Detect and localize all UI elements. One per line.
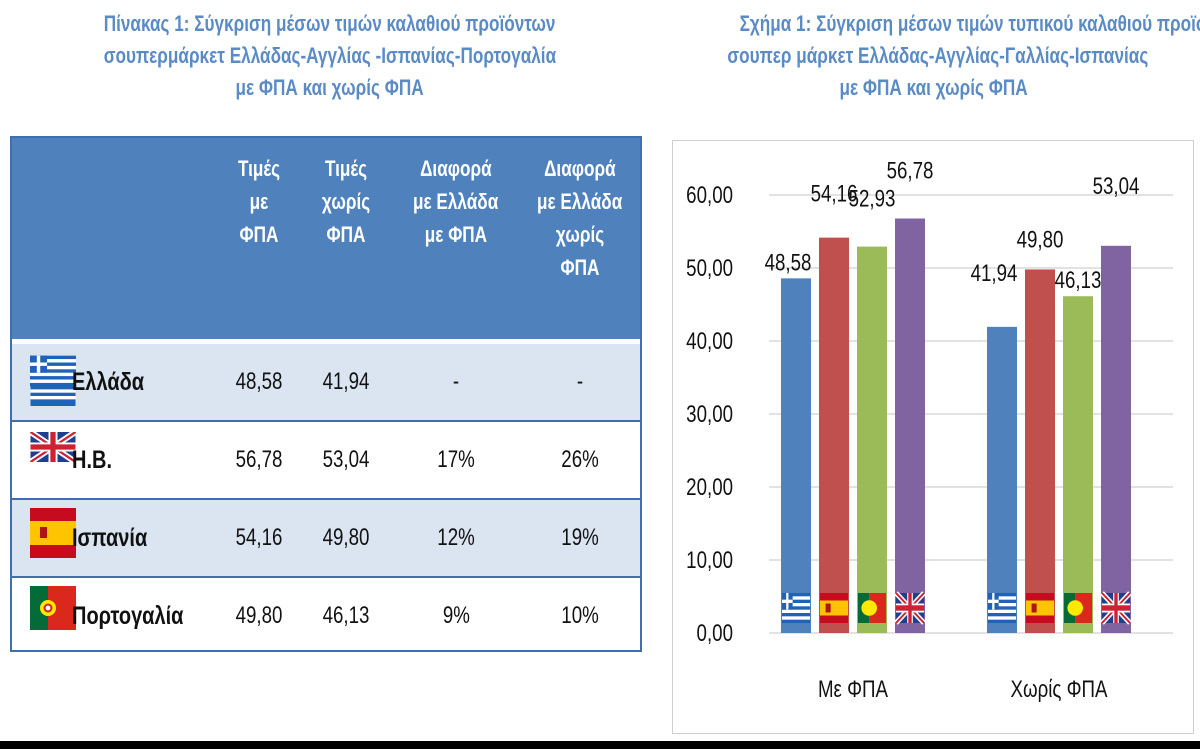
chart-title-line-1: Σχήμα 1: Σύγκριση μέσων τιμών τυπικού κα… <box>739 11 1200 36</box>
table-title-line-3: με ΦΠΑ και χωρίς ΦΠΑ <box>235 75 425 100</box>
country-name-spain: Ισπανία <box>72 524 148 552</box>
cell-greece-without-vat: 41,94 <box>322 368 370 395</box>
cell-spain-diff-without-vat: 19% <box>561 524 599 551</box>
cell-spain-diff-with-vat: 12% <box>437 524 475 551</box>
greece-flag-icon <box>782 593 810 623</box>
cell-greece-diff-without-vat: - <box>576 368 584 395</box>
header-price-without-vat: Τιμές χωρίς ΦΠΑ <box>321 156 371 247</box>
bar-portugal-1 <box>1063 296 1093 633</box>
y-tick-label: 0,00 <box>697 620 733 647</box>
y-tick-label: 30,00 <box>686 401 733 428</box>
spain-flag-icon <box>820 593 848 623</box>
y-tick-label: 50,00 <box>686 255 733 282</box>
cell-portugal-diff-without-vat: 10% <box>561 602 599 629</box>
uk-flag-icon <box>1100 591 1132 625</box>
chart-title: Σχήμα 1: Σύγκριση μέσων τιμών τυπικού κα… <box>668 8 1200 104</box>
cell-spain-with-vat: 54,16 <box>235 524 283 551</box>
portugal-flag-icon <box>1064 593 1092 623</box>
greece-flag-icon <box>988 593 1016 623</box>
cell-portugal-diff-with-vat: 9% <box>442 602 470 629</box>
bar-chart: 0,00 10,00 20,00 30,00 40,00 50,00 60,00 48,58 5… <box>686 157 1173 703</box>
cell-uk-without-vat: 53,04 <box>322 446 370 473</box>
country-name-greece: Ελλάδα <box>72 368 145 396</box>
bar-portugal-0 <box>857 246 887 633</box>
portugal-flag-icon <box>858 593 886 623</box>
bottom-border <box>0 741 1200 749</box>
cell-portugal-with-vat: 49,80 <box>235 602 283 629</box>
uk-flag-icon <box>30 432 76 462</box>
cell-uk-with-vat: 56,78 <box>235 446 283 473</box>
uk-flag-icon <box>894 591 926 625</box>
country-name-uk: Η.Β. <box>72 446 112 474</box>
cell-greece-with-vat: 48,58 <box>235 368 283 395</box>
header-diff-with-vat: Διαφορά με Ελλάδα με ΦΠΑ <box>413 156 499 247</box>
greece-flag-lower-icon <box>30 386 76 406</box>
bar-greece-1 <box>987 326 1017 633</box>
price-comparison-table: Τιμές με ΦΠΑ Τιμές χωρίς ΦΠΑ Διαφορά με … <box>10 136 642 652</box>
bar-greece-0 <box>781 278 811 633</box>
spain-flag-icon <box>30 508 76 558</box>
data-label: 53,04 <box>1093 173 1140 200</box>
table-row-spain: Ισπανία 54,16 49,80 12% 19% <box>12 500 640 578</box>
portugal-flag-icon <box>30 586 76 630</box>
bar-uk-0 <box>895 218 925 634</box>
bar-uk-1 <box>1101 245 1131 634</box>
bar-spain-1 <box>1025 269 1055 633</box>
y-tick-label: 40,00 <box>686 328 733 355</box>
x-tick-label: Χωρίς ΦΠΑ <box>1010 676 1108 703</box>
table-title: Πίνακας 1: Σύγκριση μέσων τιμών καλαθιού… <box>10 8 650 104</box>
cell-greece-diff-with-vat: - <box>452 368 460 395</box>
data-label: 54,16 <box>811 180 858 207</box>
data-label: 49,80 <box>1017 226 1064 253</box>
cell-spain-without-vat: 49,80 <box>322 524 370 551</box>
cell-uk-diff-with-vat: 17% <box>437 446 475 473</box>
header-price-with-vat: Τιμές με ΦΠΑ <box>237 156 281 247</box>
cell-uk-diff-without-vat: 26% <box>561 446 599 473</box>
table-row-greece: Ελλάδα 48,58 41,94 - - <box>12 344 640 422</box>
x-tick-label: Με ΦΠΑ <box>818 676 889 703</box>
table-title-line-1: Πίνακας 1: Σύγκριση μέσων τιμών καλαθιού… <box>104 11 556 36</box>
country-name-portugal: Πορτογαλία <box>72 602 184 630</box>
data-label: 56,78 <box>887 157 934 184</box>
bar-spain-0 <box>819 237 849 633</box>
spain-flag-icon <box>1026 593 1054 623</box>
chart-title-line-3: με ΦΠΑ και χωρίς ΦΠΑ <box>839 75 1029 100</box>
table-row-portugal: Πορτογαλία 49,80 46,13 9% 10% <box>12 578 640 654</box>
y-tick-label: 60,00 <box>686 182 733 209</box>
table-header-row: Τιμές με ΦΠΑ Τιμές χωρίς ΦΠΑ Διαφορά με … <box>12 138 640 342</box>
greece-flag-icon <box>30 355 76 387</box>
data-label: 46,13 <box>1055 267 1102 294</box>
chart-title-line-2: σουπερ μάρκετ Ελλάδας-Αγγλίας-Γαλλίας-Ισ… <box>727 43 1149 68</box>
chart-frame: 0,00 10,00 20,00 30,00 40,00 50,00 60,00 48,58 5… <box>672 140 1194 734</box>
y-tick-label: 20,00 <box>686 474 733 501</box>
y-tick-label: 10,00 <box>686 547 733 574</box>
data-label: 52,93 <box>849 185 896 212</box>
table-row-uk: Η.Β. 56,78 53,04 17% 26% <box>12 422 640 500</box>
header-diff-without-vat: Διαφορά με Ελλάδα χωρίς ΦΠΑ <box>537 156 623 280</box>
data-label: 41,94 <box>971 260 1018 287</box>
data-label: 48,58 <box>765 249 812 276</box>
table-title-line-2: σουπερμάρκετ Ελλάδας-Αγγλίας -Ισπανίας-Π… <box>103 43 557 68</box>
cell-portugal-without-vat: 46,13 <box>322 602 370 629</box>
